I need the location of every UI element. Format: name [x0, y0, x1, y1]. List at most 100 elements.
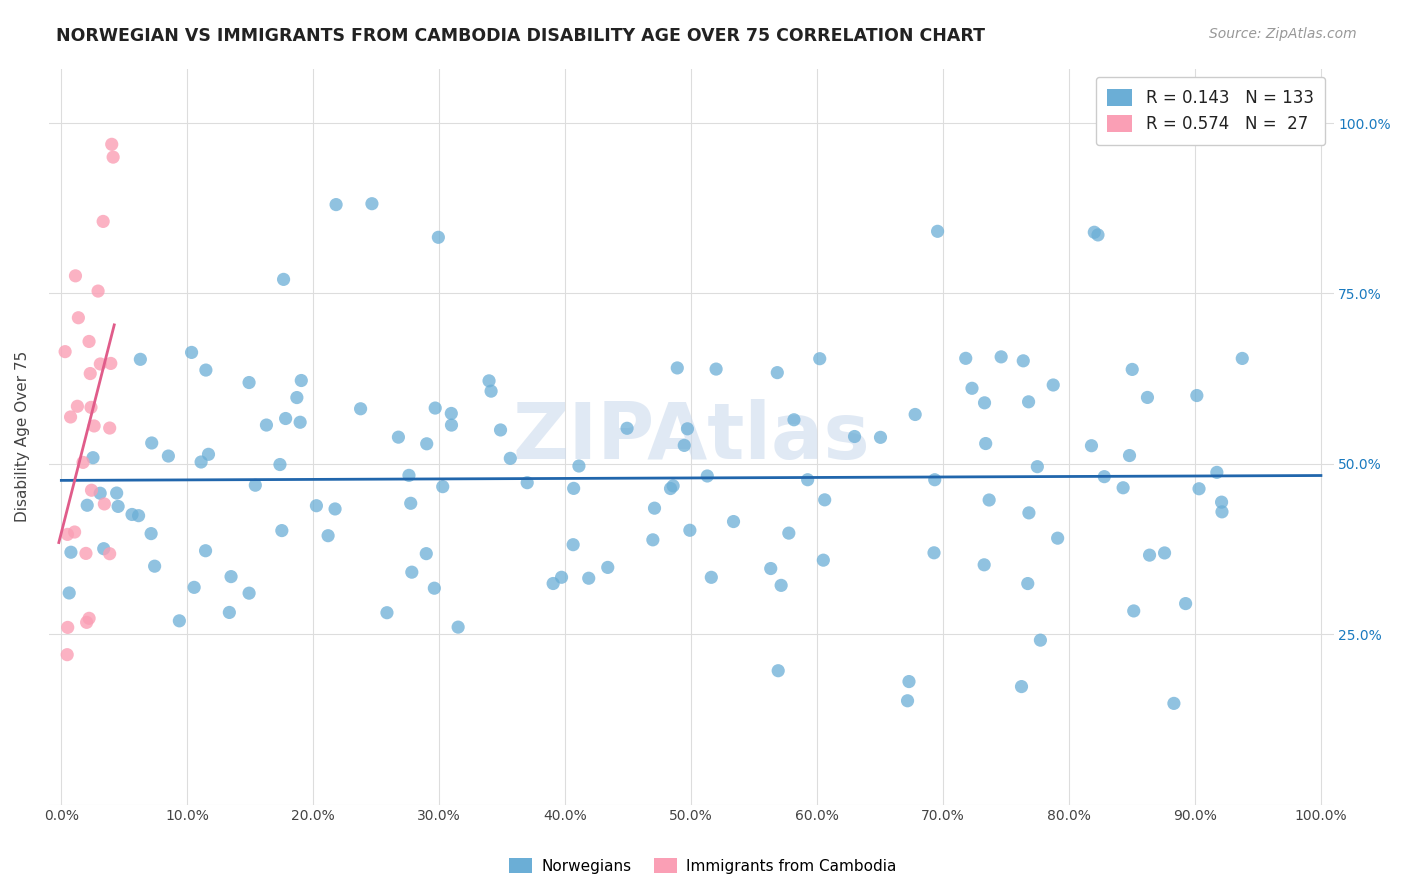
- Point: [288, 415, 311, 429]
- Point: [478, 374, 501, 388]
- Point: [904, 408, 927, 422]
- Point: [616, 421, 638, 435]
- Point: [479, 384, 502, 399]
- Point: [129, 352, 152, 367]
- Point: [1118, 449, 1140, 463]
- Text: NORWEGIAN VS IMMIGRANTS FROM CAMBODIA DISABILITY AGE OVER 75 CORRELATION CHART: NORWEGIAN VS IMMIGRANTS FROM CAMBODIA DI…: [56, 27, 986, 45]
- Point: [1087, 227, 1109, 242]
- Point: [274, 411, 297, 425]
- Point: [80, 401, 103, 415]
- Point: [696, 469, 718, 483]
- Point: [778, 526, 800, 541]
- Point: [1211, 495, 1233, 509]
- Point: [425, 401, 447, 415]
- Point: [190, 455, 212, 469]
- Point: [1012, 354, 1035, 368]
- Point: [183, 580, 205, 594]
- Point: [238, 376, 260, 390]
- Point: [143, 559, 166, 574]
- Point: [1122, 604, 1144, 618]
- Point: [1185, 388, 1208, 402]
- Point: [440, 418, 463, 433]
- Point: [1092, 469, 1115, 483]
- Point: [814, 492, 837, 507]
- Point: [1205, 466, 1227, 480]
- Point: [766, 664, 789, 678]
- Point: [269, 458, 291, 472]
- Point: [1080, 439, 1102, 453]
- Point: [323, 502, 346, 516]
- Point: [100, 356, 122, 370]
- Point: [541, 576, 564, 591]
- Point: [679, 523, 702, 537]
- Point: [349, 401, 371, 416]
- Point: [1163, 697, 1185, 711]
- Point: [415, 547, 437, 561]
- Point: [659, 482, 682, 496]
- Point: [596, 560, 619, 574]
- Point: [194, 543, 217, 558]
- Point: [898, 674, 921, 689]
- Point: [1046, 531, 1069, 545]
- Text: ZIPAtlas: ZIPAtlas: [512, 399, 870, 475]
- Point: [960, 381, 983, 395]
- Point: [955, 351, 977, 366]
- Point: [1136, 391, 1159, 405]
- Point: [157, 449, 180, 463]
- Point: [180, 345, 202, 359]
- Point: [80, 483, 103, 498]
- Legend: Norwegians, Immigrants from Cambodia: Norwegians, Immigrants from Cambodia: [503, 852, 903, 880]
- Point: [1018, 394, 1040, 409]
- Point: [1112, 481, 1135, 495]
- Point: [1018, 506, 1040, 520]
- Point: [759, 561, 782, 575]
- Point: [290, 374, 312, 388]
- Point: [105, 486, 128, 500]
- Point: [77, 334, 100, 349]
- Point: [76, 498, 98, 512]
- Point: [66, 399, 89, 413]
- Point: [256, 418, 278, 433]
- Point: [432, 480, 454, 494]
- Point: [401, 565, 423, 579]
- Point: [844, 429, 866, 443]
- Point: [59, 545, 82, 559]
- Point: [93, 497, 115, 511]
- Point: [56, 527, 79, 541]
- Point: [723, 515, 745, 529]
- Point: [783, 413, 806, 427]
- Point: [79, 367, 101, 381]
- Point: [973, 396, 995, 410]
- Point: [75, 546, 97, 560]
- Point: [56, 620, 79, 634]
- Point: [673, 438, 696, 452]
- Point: [56, 648, 79, 662]
- Point: [423, 581, 446, 595]
- Point: [1042, 378, 1064, 392]
- Point: [1011, 680, 1033, 694]
- Point: [361, 196, 384, 211]
- Point: [53, 344, 76, 359]
- Point: [1188, 482, 1211, 496]
- Point: [666, 360, 689, 375]
- Point: [316, 529, 339, 543]
- Point: [499, 451, 522, 466]
- Point: [808, 351, 831, 366]
- Point: [641, 533, 664, 547]
- Point: [644, 501, 666, 516]
- Point: [1121, 362, 1143, 376]
- Point: [219, 569, 242, 583]
- Point: [676, 422, 699, 436]
- Point: [1017, 576, 1039, 591]
- Point: [325, 197, 347, 211]
- Point: [1026, 459, 1049, 474]
- Point: [72, 455, 94, 469]
- Point: [1029, 633, 1052, 648]
- Point: [516, 475, 538, 490]
- Point: [562, 482, 585, 496]
- Point: [139, 526, 162, 541]
- Point: [440, 407, 463, 421]
- Point: [1139, 548, 1161, 562]
- Point: [704, 362, 727, 376]
- Point: [796, 473, 818, 487]
